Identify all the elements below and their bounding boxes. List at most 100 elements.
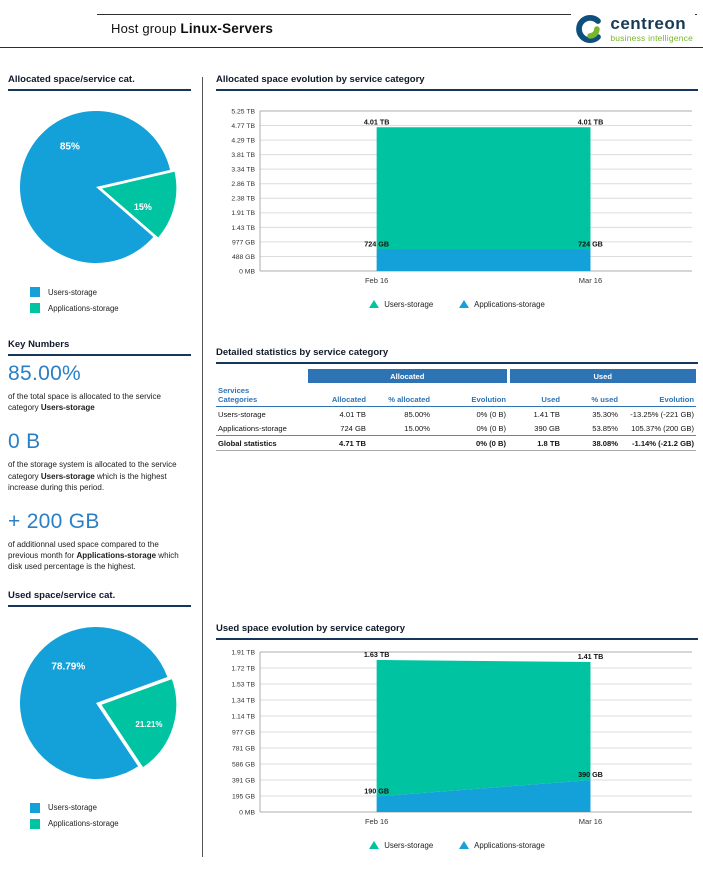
table-column-header: Evolution [620, 383, 696, 407]
table-cell-value: 0% (0 B) [476, 423, 506, 433]
table-column-header: Evolution [432, 383, 508, 407]
x-tick-label: Mar 16 [579, 276, 602, 285]
table-cell-value [368, 435, 432, 451]
centreon-logo-icon [576, 14, 602, 44]
key-numbers-section: Key Numbers 85.00% of the total space is … [8, 339, 191, 573]
y-tick-label: 2.38 TB [231, 196, 255, 203]
legend-item-users-storage: Users-storage [369, 841, 433, 850]
data-label: 190 GB [364, 786, 389, 795]
key-number-category: Users-storage [40, 471, 95, 481]
x-tick-label: Feb 16 [365, 276, 388, 285]
y-tick-label: 4.29 TB [231, 137, 255, 144]
page-title: Host group Linux-Servers [111, 21, 273, 36]
legend-item-applications-storage: Applications-storage [459, 841, 545, 850]
allocated-evolution-legend: Users-storage Applications-storage [216, 295, 698, 313]
table-cell-value: 105.37% (200 GB) [631, 423, 694, 433]
legend-square-marker [30, 818, 40, 829]
section-title-used-pie: Used space/service cat. [8, 590, 191, 607]
legend-triangle-marker [369, 841, 380, 849]
y-tick-label: 1.91 TB [231, 210, 255, 217]
used-pie-legend: Users-storage Applications-storage [30, 802, 191, 829]
table-cell-value: 38.08% [562, 435, 620, 451]
legend-item-applications-storage: Applications-storage [30, 818, 191, 829]
host-group-name: Linux-Servers [180, 21, 274, 36]
legend-triangle-marker [459, 300, 470, 308]
table-cell-value: 85.00% [404, 409, 430, 419]
area-applications-storage [376, 780, 591, 812]
legend-square-marker [30, 802, 40, 813]
table-group-header-used: Used [506, 369, 696, 383]
data-label: 4.01 TB [578, 117, 604, 126]
legend-item-users-storage: Users-storage [30, 802, 191, 813]
pie-slice-users-storage [20, 626, 168, 779]
data-label: 1.63 TB [364, 650, 390, 659]
legend-square-marker [30, 303, 40, 313]
y-tick-label: 195 GB [232, 793, 256, 800]
logo-tagline: business intelligence [610, 33, 693, 43]
key-number-category: Users-storage [40, 403, 95, 413]
y-tick-label: 488 GB [232, 254, 256, 261]
table-cell-value: 35.30% [592, 409, 618, 419]
legend-item-applications-storage: Applications-storage [30, 303, 191, 313]
section-title-allocated-pie: Allocated space/service cat. [8, 74, 191, 91]
area-applications-storage [376, 249, 591, 271]
header-rule-bottom [0, 47, 703, 48]
logo-text: centreon business intelligence [610, 15, 693, 43]
used-space-pie-chart: 78.79% 21.21% [20, 626, 178, 779]
table-row: Applications-storage 724 GB 15.00% 0% (0 B)… [216, 421, 696, 436]
legend-label: Applications-storage [474, 299, 545, 309]
y-tick-label: 1.53 TB [231, 681, 255, 688]
key-number-block: 0 B of the storage system is allocated to… [8, 430, 191, 493]
allocated-pie-legend: Users-storage Applications-storage [30, 287, 191, 313]
header-rule-top [97, 14, 697, 15]
y-tick-label: 391 GB [232, 777, 256, 784]
detailed-statistics-table: Allocated Used Services Categories Allocate… [216, 369, 696, 451]
table-cell-value: 390 GB [534, 423, 560, 433]
right-column: Allocated space evolution by service cat… [216, 74, 698, 854]
data-label: 390 GB [578, 770, 603, 779]
table-cell-category: Users-storage [218, 409, 266, 419]
table-row: Global statistics 4.71 TB 0% (0 B) 1.8 TB 38… [216, 435, 696, 451]
data-label: 724 GB [578, 239, 603, 248]
allocated-evolution-area-chart: 5.25 TB 4.77 TB 4.29 TB 3.81 TB 3.34 TB 2.86 … [231, 108, 692, 285]
centreon-logo: centreon business intelligence [571, 10, 695, 48]
legend-label: Applications-storage [48, 819, 119, 828]
y-tick-label: 5.25 TB [231, 108, 255, 115]
table-column-header: % used [562, 383, 620, 407]
key-number-value: 0 B [8, 430, 41, 454]
left-column: Allocated space/service cat. 85% 15% User… [8, 74, 191, 835]
table-cell-value: 0% (0 B) [476, 409, 506, 419]
allocated-space-pie-chart: 85% 15% [19, 111, 178, 264]
key-number-block: + 200 GB of additionnal used space compar… [8, 510, 191, 573]
table-column-header: Services Categories [216, 383, 308, 407]
legend-label: Users-storage [384, 299, 434, 309]
page-title-prefix: Host group [111, 21, 177, 36]
legend-item-applications-storage: Applications-storage [459, 300, 545, 309]
pie-value-label: 78.79% [51, 661, 85, 672]
legend-square-marker [30, 287, 40, 297]
table-group-header-spacer [216, 369, 308, 383]
table-cell-value: 0% (0 B) [432, 435, 508, 451]
column-divider [202, 77, 203, 857]
table-cell-value: 4.71 TB [308, 435, 368, 451]
pie-slice-users-storage [19, 111, 171, 264]
key-number-description: of the total space is allocated to the s… [8, 392, 161, 413]
y-tick-label: 3.81 TB [231, 152, 255, 159]
y-tick-label: 3.34 TB [231, 167, 255, 174]
used-evolution-legend: Users-storage Applications-storage [216, 836, 698, 854]
y-tick-label: 4.77 TB [231, 123, 255, 130]
pie-value-label: 21.21% [135, 720, 162, 729]
table-cell-value: -13.25% (-221 GB) [630, 409, 694, 419]
section-title-used-evolution: Used space evolution by service category [216, 623, 698, 640]
legend-label: Applications-storage [474, 840, 545, 850]
table-cell-category: Global statistics [216, 435, 308, 451]
key-number-value: + 200 GB [8, 509, 100, 533]
data-label: 1.41 TB [578, 652, 604, 661]
table-column-header: % allocated [368, 383, 432, 407]
allocated-evolution-section: Allocated space evolution by service cat… [216, 74, 698, 313]
table-cell-category: Applications-storage [218, 423, 287, 433]
legend-label: Users-storage [384, 840, 434, 850]
section-title-allocated-evolution: Allocated space evolution by service cat… [216, 74, 698, 91]
legend-label: Users-storage [48, 803, 97, 812]
area-users-storage [376, 659, 591, 797]
